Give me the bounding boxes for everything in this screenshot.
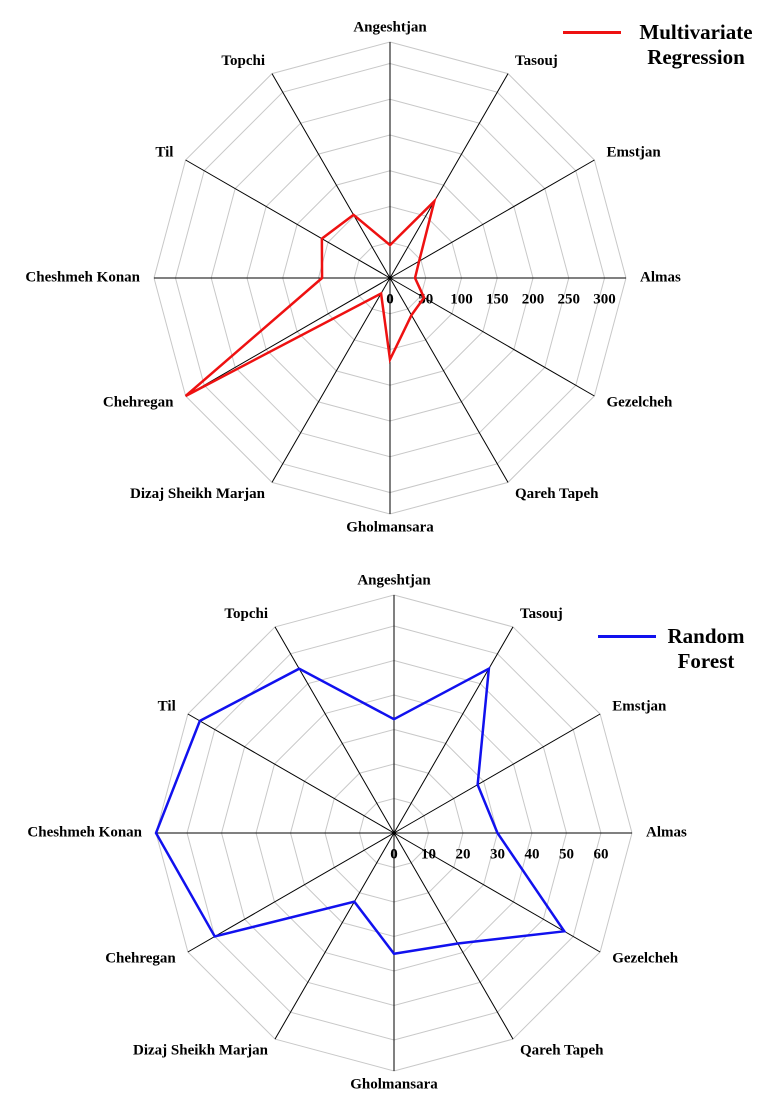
legend-label: Multivariate Regression — [639, 20, 753, 69]
axis-label: Til — [155, 144, 173, 160]
tick-label: 200 — [522, 291, 545, 307]
axis-label: Chehregan — [105, 950, 176, 966]
tick-label: 20 — [455, 846, 470, 862]
axis-label: Til — [158, 698, 176, 714]
axis-label: Cheshmeh Konan — [27, 824, 142, 840]
spoke — [271, 277, 391, 483]
axis-label: Emstjan — [612, 698, 667, 714]
axis-label: Angeshtjan — [357, 572, 431, 588]
axis-label: Topchi — [221, 53, 265, 69]
spoke — [274, 832, 395, 1040]
legend-swatch — [598, 635, 656, 638]
axis-label: Qareh Tapeh — [515, 486, 599, 502]
tick-label: 150 — [486, 291, 509, 307]
axis-label: Chehregan — [103, 394, 174, 410]
legend-swatch — [563, 31, 621, 34]
spoke — [185, 159, 391, 279]
spoke — [271, 73, 391, 279]
legend-label: Random Forest — [667, 624, 745, 673]
axis-label: Gezelcheh — [607, 394, 673, 410]
spoke — [393, 832, 514, 1040]
tick-label: 10 — [421, 846, 436, 862]
axis-label: Emstjan — [607, 144, 662, 160]
legend: Multivariate Regression — [563, 20, 761, 70]
axis-label: Tasouj — [515, 53, 558, 69]
tick-label: 100 — [450, 291, 473, 307]
axis-label: Dizaj Sheikh Marjan — [133, 1043, 269, 1059]
axis-label: Qareh Tapeh — [520, 1043, 604, 1059]
tick-label: 0 — [390, 846, 398, 862]
legend: Random Forest — [598, 624, 746, 674]
tick-label: 30 — [490, 846, 505, 862]
radar-line — [154, 666, 567, 956]
axis-label: Gholmansara — [350, 1076, 438, 1092]
tick-label: 300 — [593, 291, 616, 307]
spoke — [185, 277, 391, 397]
tick-label: 0 — [386, 291, 394, 307]
spoke — [187, 832, 395, 953]
spoke — [393, 626, 514, 834]
radar-line — [184, 197, 437, 398]
axis-label: Angeshtjan — [353, 19, 427, 35]
spoke — [389, 277, 509, 483]
spoke — [187, 713, 395, 834]
tick-label: 60 — [593, 846, 608, 862]
axis-label: Almas — [640, 269, 681, 285]
axis-label: Cheshmeh Konan — [25, 269, 140, 285]
axis-label: Tasouj — [520, 606, 563, 622]
tick-label: 50 — [418, 291, 433, 307]
axis-label: Almas — [646, 824, 687, 840]
spoke — [274, 626, 395, 834]
axis-label: Topchi — [224, 606, 268, 622]
spoke — [393, 713, 601, 834]
tick-label: 50 — [559, 846, 574, 862]
spoke — [389, 159, 595, 279]
spoke — [389, 73, 509, 279]
axis-label: Gholmansara — [346, 519, 434, 535]
tick-label: 40 — [524, 846, 539, 862]
tick-label: 250 — [558, 291, 581, 307]
axis-label: Gezelcheh — [612, 950, 678, 966]
axis-label: Dizaj Sheikh Marjan — [130, 486, 266, 502]
